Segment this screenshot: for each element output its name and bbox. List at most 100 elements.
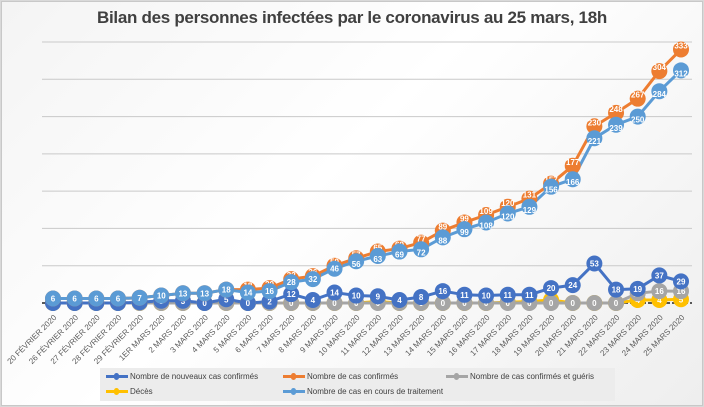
data-point: 11	[521, 286, 538, 303]
data-label: 99	[460, 228, 469, 237]
data-point: 177	[564, 157, 581, 174]
data-label: 53	[590, 259, 599, 268]
data-label: 8	[419, 293, 424, 302]
data-label: 24	[568, 281, 577, 290]
data-label: 18	[612, 286, 621, 295]
data-point: 156	[543, 178, 560, 195]
data-point: 333	[673, 41, 689, 58]
data-point-marker	[521, 286, 538, 303]
data-label: 56	[352, 260, 361, 269]
data-point: 6	[45, 290, 61, 307]
data-point: 53	[586, 255, 603, 272]
data-point-marker	[239, 284, 256, 301]
data-point: 14	[326, 284, 343, 301]
data-point: 88	[434, 229, 451, 246]
data-point: 10	[153, 287, 170, 304]
data-point: 120	[499, 205, 516, 222]
data-point-marker	[543, 178, 560, 195]
data-point-marker	[45, 290, 61, 307]
data-point-marker	[499, 286, 516, 303]
data-label: 16	[677, 287, 686, 296]
data-label: 5	[224, 295, 229, 304]
data-point: 267	[629, 90, 646, 107]
data-point: 28	[283, 274, 300, 291]
data-point: 18	[608, 281, 625, 298]
data-label: 108	[479, 221, 493, 230]
data-point: 0	[434, 295, 451, 311]
data-point: 129	[521, 198, 538, 215]
legend-item-deaths: Décès	[106, 387, 153, 396]
data-label: 120	[501, 199, 515, 208]
data-label: 99	[460, 214, 469, 223]
data-point-marker	[478, 287, 495, 304]
legend-label: Nombre de cas confirmés	[307, 372, 399, 381]
data-point: 32	[304, 271, 321, 288]
data-point-marker	[564, 157, 581, 174]
legend-label: Nombre de cas confirmés et guéris	[470, 372, 595, 381]
data-point-marker	[131, 289, 148, 306]
data-point-marker	[456, 286, 473, 303]
data-point-marker	[499, 205, 516, 222]
data-point-marker	[629, 108, 646, 125]
legend-swatch-deaths	[106, 388, 128, 395]
data-point: 20	[543, 280, 560, 297]
data-point-marker	[651, 283, 668, 300]
legend-swatch-confirmed	[283, 373, 305, 380]
data-point-marker	[673, 273, 689, 290]
legend-item-in-treatment: Nombre de cas en cours de traitement	[283, 387, 443, 396]
data-point-marker	[283, 274, 300, 291]
legend-label: Nombre de nouveaux cas confirmés	[130, 372, 259, 381]
data-point-marker	[608, 116, 625, 133]
data-label: 16	[265, 287, 274, 296]
data-point: 13	[174, 285, 191, 302]
data-point: 99	[456, 221, 473, 238]
data-point: 9	[369, 288, 386, 305]
data-point: 221	[586, 130, 603, 147]
data-point: 18	[218, 281, 235, 298]
data-point-marker	[651, 63, 668, 80]
data-label: 6	[116, 295, 121, 304]
data-label: 72	[417, 248, 426, 257]
data-point-marker	[543, 295, 560, 311]
data-label: 4	[397, 296, 402, 305]
data-label: 89	[438, 223, 447, 232]
data-point: 69	[391, 243, 408, 260]
data-point-marker	[564, 295, 581, 311]
chart-title: Bilan des personnes infectées par le cor…	[97, 8, 607, 27]
data-label: 0	[570, 299, 575, 308]
data-label: 0	[332, 299, 337, 308]
data-label: 13	[178, 289, 187, 298]
data-point: 19	[629, 280, 646, 297]
data-point-marker	[174, 285, 191, 302]
legend-item-confirmed: Nombre de cas confirmés	[283, 372, 398, 381]
data-label: 77	[417, 235, 426, 244]
data-label: 10	[482, 292, 491, 301]
data-label: 304	[653, 63, 667, 72]
data-point: 6	[109, 290, 126, 307]
legend-item-new-cases: Nombre de nouveaux cas confirmés	[106, 372, 258, 381]
data-point: 12	[283, 286, 300, 303]
data-label: 11	[525, 291, 534, 300]
data-point: 16	[434, 283, 451, 300]
data-label: 129	[523, 206, 537, 215]
data-point: 304	[651, 63, 668, 80]
data-label: 4	[311, 296, 316, 305]
data-point: 11	[499, 286, 516, 303]
data-point: 239	[608, 116, 625, 133]
data-point: 46	[326, 260, 343, 277]
data-label: 19	[633, 285, 642, 294]
data-label: 120	[501, 213, 515, 222]
data-label: 9	[376, 292, 381, 301]
legend-item-recovered: Nombre de cas confirmés et guéris	[446, 372, 594, 381]
data-point-marker	[564, 171, 581, 188]
data-point: 4	[391, 292, 408, 309]
data-point-marker	[218, 281, 235, 298]
data-point-marker	[629, 280, 646, 297]
data-point: 24	[564, 277, 581, 294]
data-point: 37	[651, 267, 668, 284]
data-point-marker	[651, 267, 668, 284]
data-point-marker	[434, 295, 451, 311]
data-point: 0	[564, 295, 581, 311]
